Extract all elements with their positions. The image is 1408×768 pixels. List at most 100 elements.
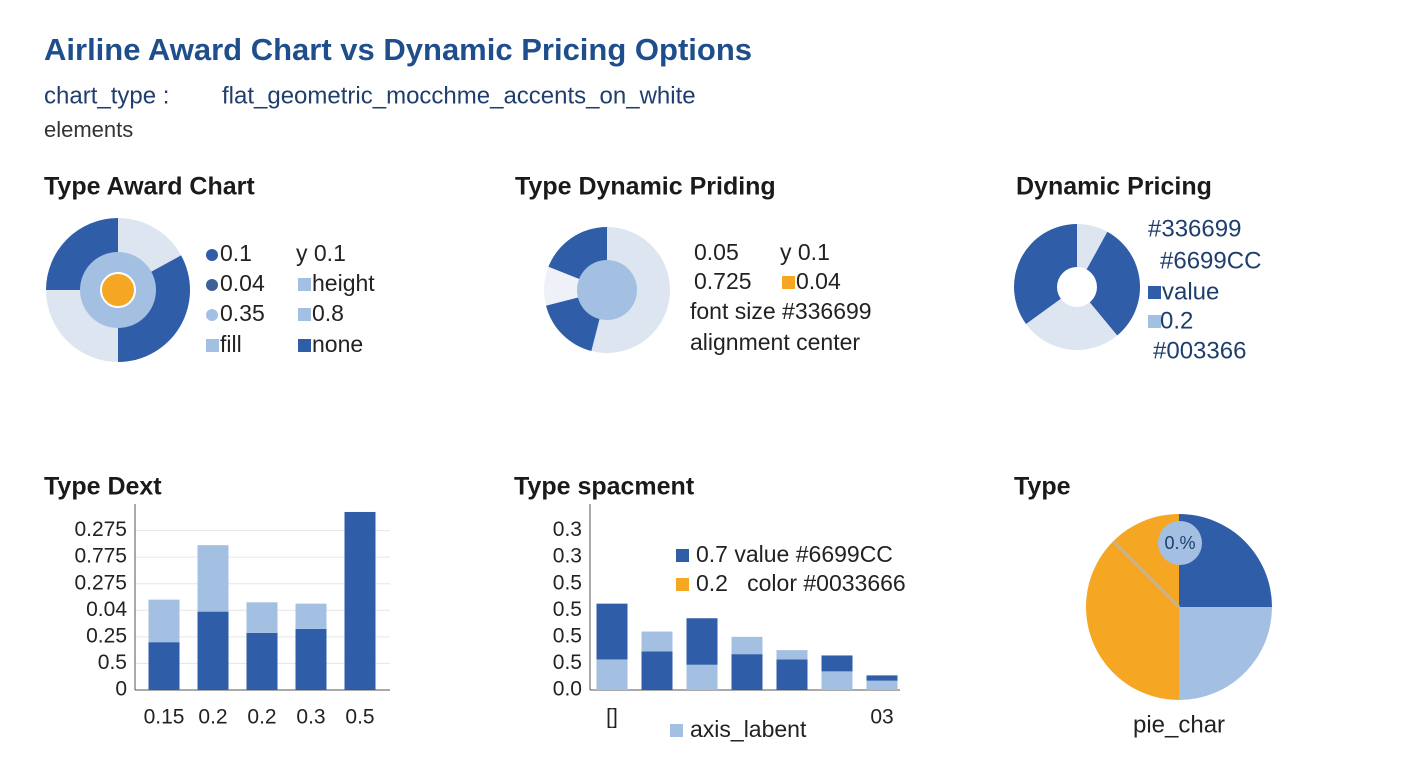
legend-label: #003366 bbox=[1153, 337, 1246, 364]
y-tick-label: 0.5 bbox=[98, 651, 127, 674]
legend-label: 0.8 bbox=[312, 300, 344, 326]
bar-segment bbox=[295, 628, 327, 690]
bar-segment bbox=[866, 680, 898, 690]
legend-label: y 0.1 bbox=[296, 240, 346, 266]
x-tick-label: 0.3 bbox=[296, 706, 325, 729]
panel-title: Type Award Chart bbox=[44, 173, 255, 201]
slice bbox=[1014, 224, 1077, 325]
panel-title: Type Dext bbox=[44, 473, 162, 501]
slice bbox=[1179, 514, 1272, 607]
legend-label: y 0.1 bbox=[780, 239, 830, 265]
slice-label: 0.% bbox=[1164, 533, 1195, 553]
y-tick-label: 0.5 bbox=[553, 651, 582, 674]
legend-label: 0.04 bbox=[220, 270, 265, 296]
y-tick-label: 0.275 bbox=[74, 571, 127, 594]
chart-type-value: flat_geometric_mocchme_accents_on_white bbox=[222, 82, 696, 109]
bar-segment bbox=[731, 654, 763, 690]
y-tick-label: 0.5 bbox=[553, 624, 582, 647]
bar-segment bbox=[641, 631, 673, 652]
legend-marker bbox=[298, 308, 311, 321]
bar-segment bbox=[596, 659, 628, 690]
legend-label: font size #336699 bbox=[690, 298, 872, 324]
legend-label: axis_labent bbox=[690, 716, 807, 742]
x-tick-label: 0.2 bbox=[247, 706, 276, 729]
panel-title: Dynamic Pricing bbox=[1016, 173, 1212, 201]
legend-marker bbox=[782, 276, 795, 289]
bar-segment bbox=[821, 671, 853, 690]
label-badge bbox=[1158, 521, 1202, 565]
slice bbox=[1077, 231, 1140, 336]
bar-segment bbox=[686, 618, 718, 665]
legend-label: height bbox=[312, 270, 375, 296]
bar-segment bbox=[686, 664, 718, 690]
x-tick-label: [] bbox=[606, 706, 618, 729]
panel-title: Type bbox=[1014, 473, 1071, 501]
bar-segment bbox=[731, 636, 763, 655]
legend-marker bbox=[206, 309, 218, 321]
legend-label: none bbox=[312, 331, 363, 357]
legend-marker bbox=[670, 724, 683, 737]
y-tick-label: 0.5 bbox=[553, 598, 582, 621]
center-disc bbox=[577, 260, 637, 320]
bar-segment bbox=[596, 603, 628, 660]
legend-label: 0.04 bbox=[796, 268, 841, 294]
bar-segment bbox=[246, 602, 278, 633]
legend-marker bbox=[206, 279, 218, 291]
legend-marker bbox=[298, 278, 311, 291]
slice bbox=[544, 266, 607, 306]
bar-segment bbox=[197, 611, 229, 690]
panel-title: Type spacment bbox=[514, 473, 695, 501]
bar-segment bbox=[344, 511, 376, 690]
legend-label: #336699 bbox=[1148, 215, 1241, 242]
y-tick-label: 0.25 bbox=[86, 624, 127, 647]
legend-label: 0.1 bbox=[220, 240, 252, 266]
y-tick-label: 0.275 bbox=[74, 518, 127, 541]
y-tick-label: 0 bbox=[115, 678, 127, 701]
page-title: Airline Award Chart vs Dynamic Pricing O… bbox=[44, 32, 752, 67]
legend-marker bbox=[298, 339, 311, 352]
legend-marker bbox=[206, 249, 218, 261]
bar-segment bbox=[641, 651, 673, 690]
x-tick-label: 0.15 bbox=[144, 706, 185, 729]
chart-type-label: chart_type : bbox=[44, 82, 169, 109]
legend-label: 0.7 value #6699CC bbox=[696, 541, 893, 567]
legend-label: 0.725 bbox=[694, 268, 752, 294]
y-tick-label: 0.3 bbox=[553, 518, 582, 541]
center-disc bbox=[100, 272, 136, 308]
legend-marker bbox=[206, 339, 219, 352]
bar-segment bbox=[148, 642, 180, 690]
bar-segment bbox=[821, 655, 853, 672]
divider bbox=[1112, 540, 1181, 609]
legend-label: #6699CC bbox=[1160, 247, 1261, 274]
bar-segment bbox=[295, 603, 327, 629]
legend-label: 0.2 bbox=[1160, 307, 1193, 334]
caption: pie_char bbox=[1133, 711, 1225, 738]
x-tick-label: 0.5 bbox=[345, 706, 374, 729]
y-tick-label: 0.5 bbox=[553, 571, 582, 594]
panel-title: Type Dynamic Priding bbox=[515, 173, 776, 201]
y-tick-label: 0.3 bbox=[553, 545, 582, 568]
bar-segment bbox=[197, 545, 229, 612]
subtitle: elements bbox=[44, 117, 133, 142]
slice bbox=[1179, 607, 1272, 700]
slice bbox=[1026, 287, 1118, 351]
slice bbox=[1086, 514, 1179, 700]
y-tick-label: 0.04 bbox=[86, 598, 127, 621]
bar-segment bbox=[148, 599, 180, 643]
legend-label: alignment center bbox=[690, 329, 860, 355]
bar-segment bbox=[776, 650, 808, 660]
legend-label: fill bbox=[220, 331, 242, 357]
bar-segment bbox=[776, 659, 808, 690]
center-disc bbox=[1057, 267, 1097, 307]
y-tick-label: 0.0 bbox=[553, 678, 582, 701]
bar-segment bbox=[246, 632, 278, 690]
bar-segment bbox=[866, 675, 898, 681]
legend-marker bbox=[1148, 315, 1161, 328]
x-tick-label: 03 bbox=[870, 706, 893, 729]
legend-marker bbox=[676, 578, 689, 591]
legend-label: 0.05 bbox=[694, 239, 739, 265]
y-tick-label: 0.775 bbox=[74, 545, 127, 568]
legend-label: 0.35 bbox=[220, 300, 265, 326]
legend-marker bbox=[676, 549, 689, 562]
